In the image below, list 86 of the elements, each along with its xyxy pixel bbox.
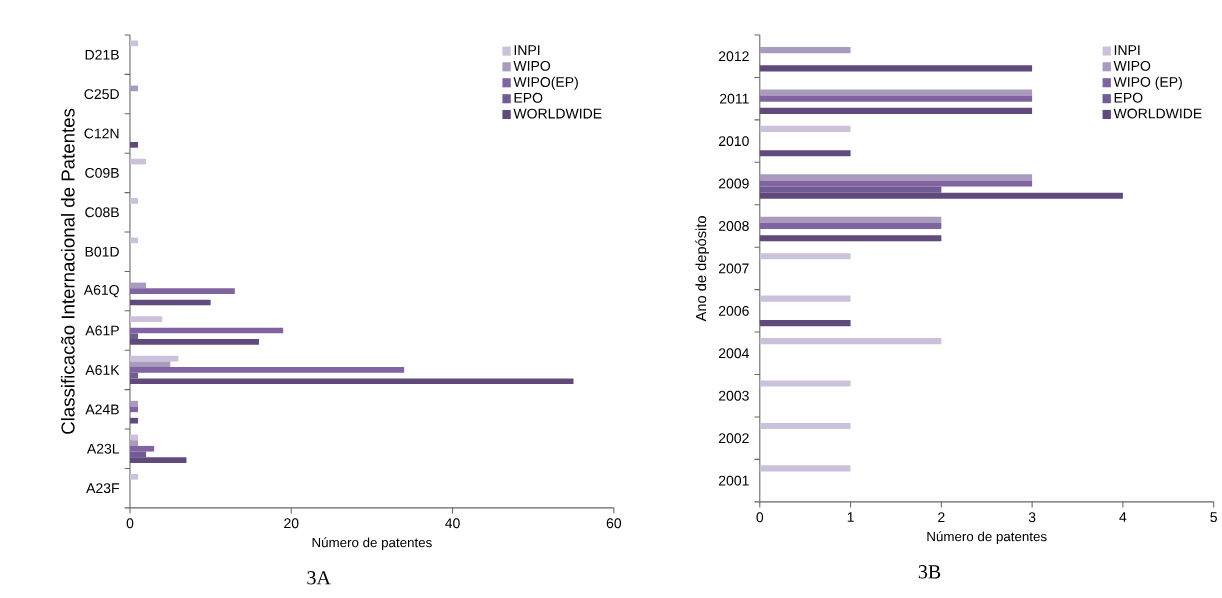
bar <box>759 180 1033 187</box>
bar <box>129 378 574 385</box>
bar <box>129 198 139 204</box>
legend-label: WIPO <box>513 61 551 71</box>
bar <box>759 47 851 54</box>
bar <box>129 440 139 446</box>
bar <box>759 186 942 193</box>
y-tick-label: A23L <box>86 443 120 454</box>
y-tick-label: A24B <box>85 404 119 415</box>
x-tick-label: 20 <box>284 518 299 529</box>
x-tick-label: 4 <box>1119 512 1127 522</box>
y-tick-label: 2008 <box>718 221 749 232</box>
bar <box>759 235 942 242</box>
bar <box>759 174 1033 181</box>
x-tick-label: 0 <box>756 512 764 523</box>
bar <box>759 216 942 224</box>
y-tick-label: C08B <box>85 207 119 218</box>
legend-label: WIPO (EP) <box>1113 76 1182 90</box>
bar <box>759 295 851 302</box>
y-tick-label: 2007 <box>718 263 749 274</box>
legend-label: EPO <box>514 92 543 103</box>
bar <box>129 142 139 148</box>
x-tick-label: 3 <box>1028 512 1036 523</box>
y-tick-label: 2012 <box>718 51 749 62</box>
y-tick-label: 2004 <box>718 348 749 359</box>
y-tick-label: D21B <box>85 49 119 60</box>
bar <box>759 107 1033 115</box>
legend-label: WIPO <box>1113 60 1151 71</box>
bar <box>759 423 851 430</box>
legend-label: INPI <box>1114 45 1140 55</box>
bar <box>129 40 139 47</box>
y-tick-label: 2011 <box>720 93 749 104</box>
y-tick-label: 2001 <box>718 475 749 486</box>
bar <box>129 339 259 345</box>
y-axis-title: Classificacão Internacional de Patentes <box>60 108 75 434</box>
bar <box>759 380 851 387</box>
bar <box>759 465 851 472</box>
bar <box>129 367 405 373</box>
bar <box>759 223 942 230</box>
y-tick-label: B01D <box>85 246 119 257</box>
y-tick-label: A23F <box>86 483 120 494</box>
bar <box>129 406 139 413</box>
bar <box>759 89 1033 96</box>
y-tick-label: C25D <box>84 89 119 100</box>
bar <box>759 150 851 157</box>
bar <box>129 457 187 464</box>
bar <box>129 445 155 452</box>
x-axis-title: Número de patentes <box>927 531 1047 544</box>
y-tick-label: C09B <box>85 168 119 178</box>
bar <box>759 125 851 133</box>
x-tick-label: 5 <box>1210 512 1217 523</box>
text: 3A <box>307 571 331 585</box>
legend-label: WORLDWIDE <box>513 108 602 119</box>
bar <box>759 320 851 327</box>
y-tick-label: A61K <box>85 365 120 375</box>
legend-label: WIPO(EP) <box>513 76 578 90</box>
bar <box>129 474 139 480</box>
y-tick-label: A61P <box>85 325 119 336</box>
x-tick-label: 60 <box>606 518 622 529</box>
bar <box>129 333 139 340</box>
y-tick-label: 2010 <box>718 136 749 147</box>
bar <box>129 361 171 368</box>
bar <box>759 338 942 345</box>
x-axis-title: Número de patentes <box>312 537 432 550</box>
bar <box>759 192 1123 199</box>
bar <box>759 253 851 260</box>
bar <box>759 95 1033 102</box>
bar <box>129 288 235 295</box>
y-tick-label: C12N <box>84 128 119 139</box>
y-tick-label: 2009 <box>718 178 749 189</box>
legend-label: EPO <box>1114 92 1143 103</box>
y-tick-label: 2002 <box>718 433 749 444</box>
legend-label: INPI <box>514 45 540 56</box>
bar <box>129 417 139 424</box>
y-tick-label: 2003 <box>718 390 749 401</box>
bar <box>759 65 1033 72</box>
text: 3B <box>918 565 941 579</box>
y-tick-label: A61Q <box>83 285 119 298</box>
legend-label: WORLDWIDE <box>1113 108 1202 119</box>
y-axis-title: Ano de depósito <box>695 216 710 322</box>
y-tick-label: 2006 <box>718 306 749 316</box>
x-tick-label: 40 <box>445 518 460 529</box>
x-tick-label: 1 <box>847 512 854 522</box>
bar <box>129 316 163 323</box>
x-tick-label: 0 <box>126 518 134 529</box>
x-tick-label: 2 <box>938 512 945 523</box>
